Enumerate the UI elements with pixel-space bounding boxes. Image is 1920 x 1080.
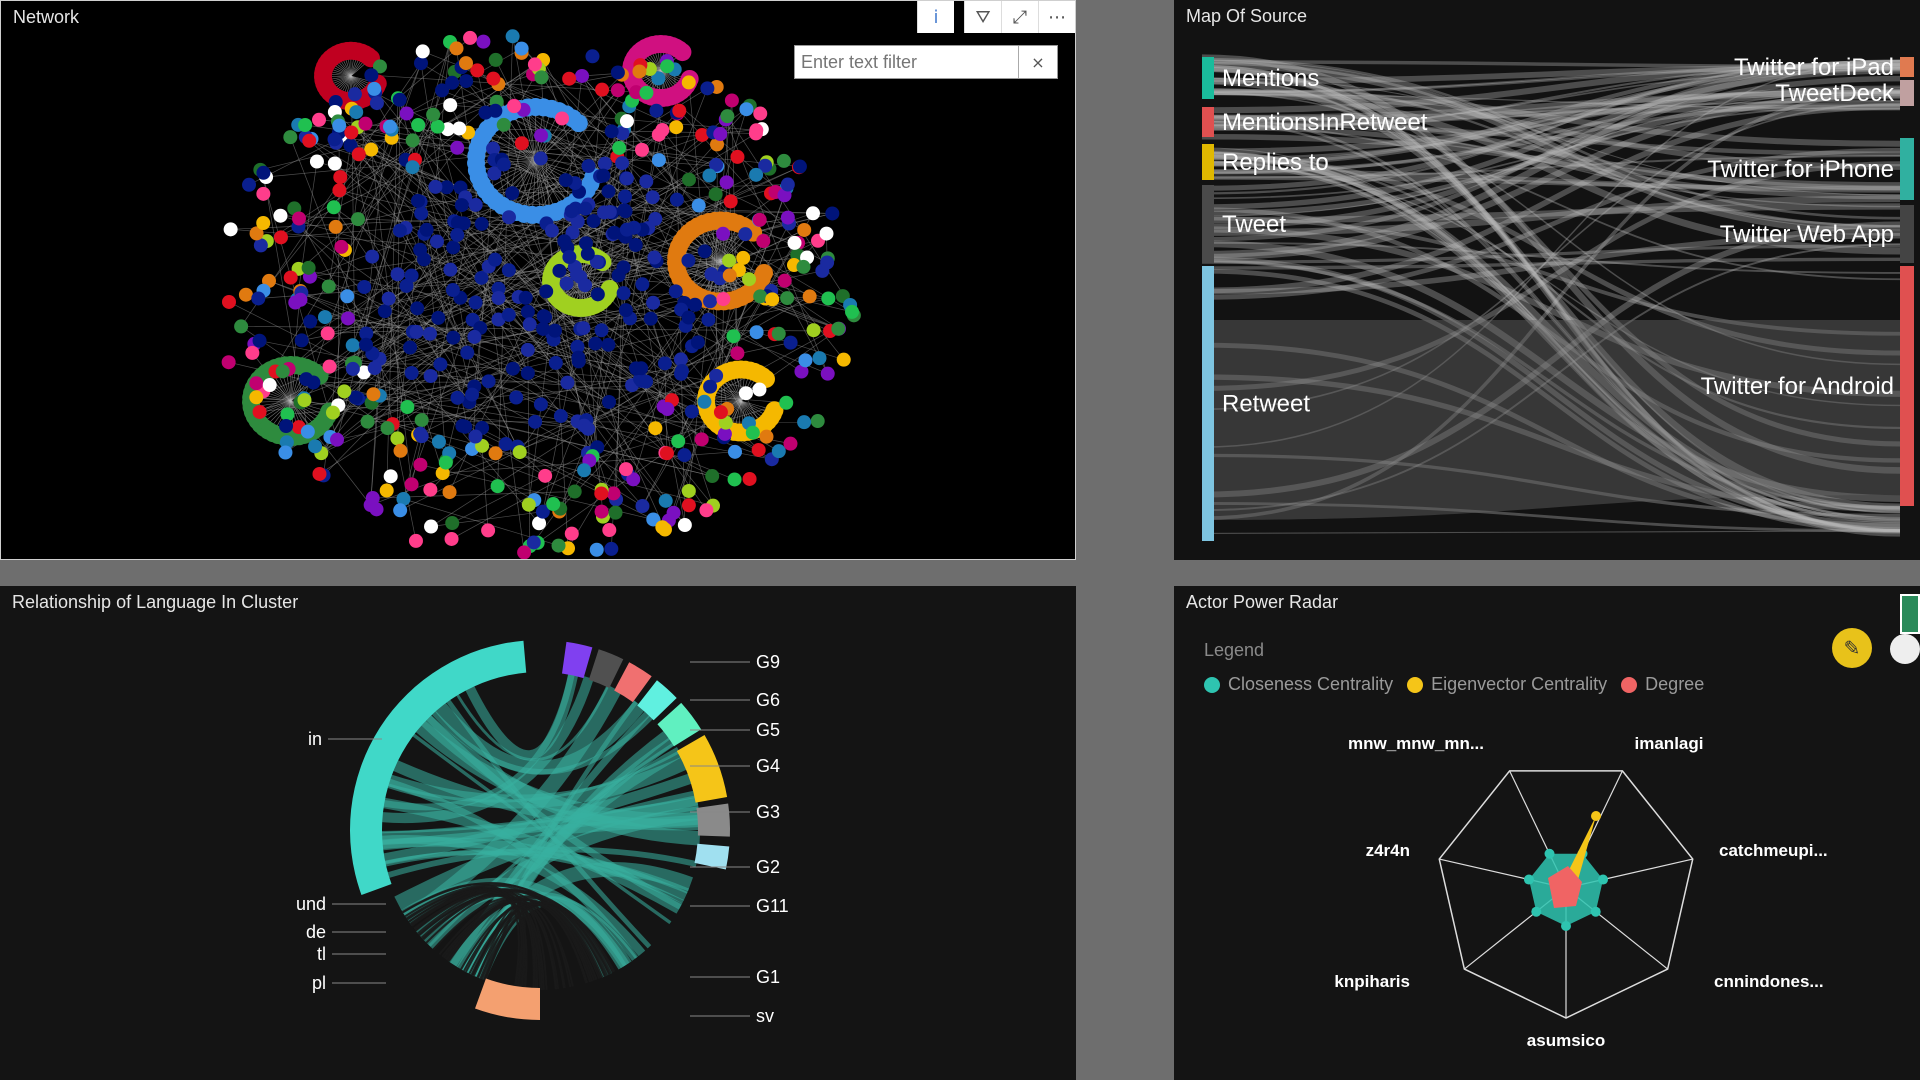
- radar-title: Actor Power Radar: [1186, 592, 1339, 612]
- chord-label-left: in: [308, 729, 322, 749]
- radar-axis-label: z4r4n: [1366, 841, 1410, 860]
- sankey-source-label: Retweet: [1222, 391, 1310, 418]
- sankey-source-label: MentionsInRetweet: [1222, 109, 1428, 136]
- sankey-target-label: TweetDeck: [1775, 80, 1895, 107]
- legend-label: Eigenvector Centrality: [1431, 674, 1608, 694]
- sankey-target-node[interactable]: Twitter for iPad: [1734, 54, 1914, 81]
- chord-label-right: G3: [756, 802, 780, 822]
- chord-label-left: tl: [317, 944, 326, 964]
- radar-axis-label: catchmeupi...: [1719, 841, 1828, 860]
- chord-label-left: pl: [312, 973, 326, 993]
- chord-arc-g9[interactable]: [588, 649, 624, 688]
- more-options-icon[interactable]: ⋯: [1038, 1, 1075, 33]
- chord-arc-g1[interactable]: [475, 978, 540, 1020]
- legend-item-eigenvector[interactable]: Eigenvector Centrality: [1407, 674, 1607, 695]
- chord-label-right: sv: [756, 1006, 774, 1026]
- chord-arc-g2[interactable]: [696, 803, 731, 837]
- side-tab-icon[interactable]: [1900, 594, 1920, 634]
- chord-label-right: G6: [756, 690, 780, 710]
- sankey-target-node[interactable]: Twitter for Android: [1701, 266, 1914, 506]
- radar-axis-label: mnw_mnw_mn...: [1348, 734, 1484, 753]
- chord-arc-g10[interactable]: [561, 641, 593, 679]
- radar-series-degree[interactable]: [1548, 866, 1582, 908]
- sankey-source-node[interactable]: Replies to: [1202, 144, 1329, 180]
- sankey-target-label: Twitter for Android: [1701, 373, 1894, 400]
- chord-arc-g3[interactable]: [676, 735, 728, 803]
- network-panel: Network i ⛛ ⤢ ⋯ ×: [0, 0, 1076, 560]
- radar-chart[interactable]: imanlagi catchmeupi... cnnindones... asumsi…: [1174, 586, 1920, 1080]
- chord-arc-g4[interactable]: [657, 702, 702, 747]
- sankey-source-label: Tweet: [1222, 211, 1286, 238]
- edit-pencil-icon[interactable]: ✎: [1832, 628, 1872, 668]
- sankey-target-label: Twitter for iPad: [1734, 54, 1894, 81]
- legend-dot: [1621, 676, 1638, 693]
- legend-title: Legend: [1204, 640, 1265, 660]
- sankey-chart[interactable]: Mentions MentionsInRetweet Replies to Tweet…: [1174, 0, 1920, 560]
- source-title: Map Of Source: [1186, 6, 1308, 26]
- sankey-source-node[interactable]: Tweet: [1202, 185, 1286, 263]
- legend-item-closeness[interactable]: Closeness Centrality: [1204, 674, 1393, 695]
- toolbar-gap: [954, 1, 964, 33]
- chord-label-left: de: [306, 922, 326, 942]
- radar-axis-label: cnnindones...: [1714, 972, 1824, 991]
- legend-label: Degree: [1645, 674, 1705, 694]
- sankey-source-node[interactable]: Mentions: [1202, 57, 1319, 99]
- chord-label-right: G9: [756, 652, 780, 672]
- legend-label: Closeness Centrality: [1228, 674, 1394, 694]
- text-filter: ×: [794, 45, 1058, 79]
- actor-power-radar-panel: imanlagi catchmeupi... cnnindones... asumsi…: [1174, 586, 1920, 1080]
- legend-item-degree[interactable]: Degree: [1621, 674, 1704, 695]
- chord-arc-g5[interactable]: [637, 680, 677, 721]
- chord-label-right: G1: [756, 967, 780, 987]
- map-of-source-panel: Mentions MentionsInRetweet Replies to Tweet…: [1174, 0, 1920, 560]
- sankey-source-node[interactable]: Retweet: [1202, 266, 1310, 541]
- network-nodes: [221, 29, 861, 559]
- chord-arc-in[interactable]: [349, 640, 527, 895]
- focus-mode-icon[interactable]: ⤢: [1001, 1, 1038, 33]
- sankey-source-node[interactable]: MentionsInRetweet: [1202, 107, 1428, 137]
- radar-axis-label: knpiharis: [1334, 972, 1410, 991]
- chord-label-right: G2: [756, 857, 780, 877]
- radar-legend: Closeness Centrality Eigenvector Central…: [1204, 674, 1704, 695]
- text-filter-input[interactable]: [795, 46, 1018, 78]
- sankey-source-label: Replies to: [1222, 149, 1329, 176]
- sankey-target-node[interactable]: Twitter for iPhone: [1707, 138, 1914, 200]
- clear-filter-button[interactable]: ×: [1018, 46, 1057, 78]
- legend-dot: [1204, 676, 1220, 693]
- sankey-links: [1201, 54, 1901, 537]
- radar-axis-label: imanlagi: [1635, 734, 1704, 753]
- network-title: Network: [13, 7, 80, 27]
- sankey-target-label: Twitter Web App: [1720, 221, 1894, 248]
- visual-toolbar: i ⛛ ⤢ ⋯: [917, 1, 1075, 33]
- sankey-target-node[interactable]: TweetDeck: [1775, 80, 1914, 107]
- language-cluster-panel: in und de tl pl G9 G6 G5 G4 G3 G2 G11 G1 sv Relations…: [0, 586, 1076, 1080]
- legend-dot: [1407, 676, 1424, 693]
- side-action-button[interactable]: [1890, 634, 1920, 664]
- network-graph[interactable]: [1, 1, 1076, 560]
- filter-icon[interactable]: ⛛: [964, 1, 1001, 33]
- chord-label-left: und: [296, 894, 326, 914]
- sankey-target-node[interactable]: Twitter Web App: [1720, 205, 1914, 263]
- sankey-source-label: Mentions: [1222, 65, 1319, 92]
- info-icon[interactable]: i: [917, 1, 954, 33]
- chord-arc-g11[interactable]: [694, 843, 730, 870]
- chord-label-right: G11: [756, 896, 789, 916]
- chord-label-right: G5: [756, 720, 780, 740]
- language-title: Relationship of Language In Cluster: [12, 592, 299, 612]
- radar-axis-label: asumsico: [1527, 1031, 1605, 1050]
- chord-arc-g6[interactable]: [614, 662, 652, 703]
- chord-ribbons: [379, 672, 701, 991]
- sankey-target-label: Twitter for iPhone: [1707, 156, 1894, 183]
- chord-label-right: G4: [756, 756, 780, 776]
